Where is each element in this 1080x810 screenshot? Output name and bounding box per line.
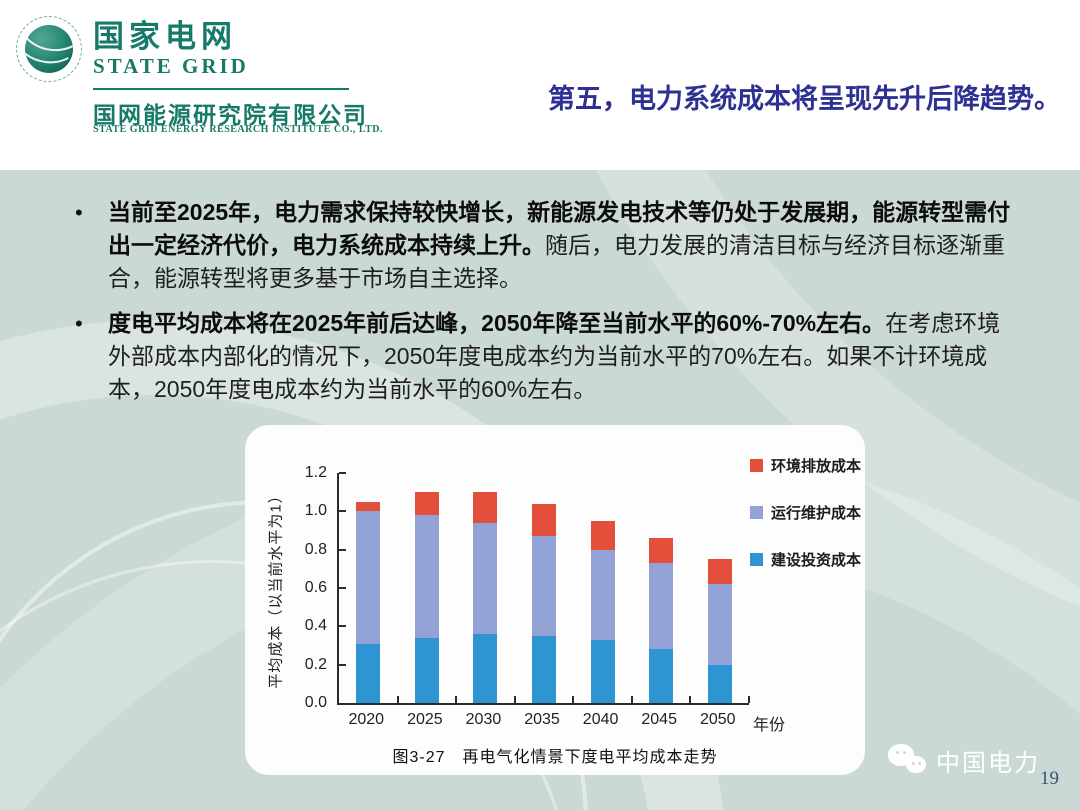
x-tick-label: 2025 [407, 711, 443, 728]
legend-item-operation: 运行维护成本 [750, 502, 861, 523]
x-labels: 2020 2025 2030 2035 2040 2045 2050 [337, 711, 747, 729]
y-tick-label: 0.6 [304, 578, 327, 596]
x-tick-label: 2045 [641, 711, 677, 728]
x-tick-label: 2035 [524, 711, 560, 728]
bar-segment [532, 635, 557, 703]
x-axis-unit-label: 年份 [753, 717, 786, 734]
legend-item-environment: 环境排放成本 [750, 455, 861, 476]
bar-segment [707, 584, 732, 665]
bullet-text-2: 度电平均成本将在2025年前后达峰，2050年降至当前水平的60%-70%左右。… [108, 307, 1023, 406]
bullet-1-bold: 当前至2025年，电力需求保持较快增长，新能源发电技术等仍处于发展期，能源转型需… [108, 199, 1011, 258]
x-tick-label: 2050 [699, 711, 736, 728]
plot-area [337, 472, 750, 705]
y-tick-label: 0.2 [304, 655, 327, 673]
bar-segment [590, 639, 615, 703]
y-tick-labels: 1.2 1.0 0.8 0.6 0.4 0.2 0.0 [283, 464, 327, 712]
bars-area [339, 472, 750, 703]
legend-item-construction: 建设投资成本 [750, 549, 861, 570]
state-grid-logo-icon [16, 16, 82, 82]
legend-swatch-blue [750, 553, 763, 566]
bar-segment [707, 664, 732, 703]
subsidiary-name-en: STATE GRID ENERGY RESEARCH INSTITUTE CO.… [93, 124, 384, 135]
bar-segment [414, 637, 439, 703]
bar-group-2040 [573, 473, 632, 703]
bullet-1-normal: 随后，电力发展的清洁目标与经济目标逐渐重合，能源转型将更多基于市场自主选择。 [108, 232, 1005, 291]
bar-group-2025 [398, 473, 457, 703]
globe-icon [25, 25, 73, 73]
legend-label: 建设投资成本 [771, 552, 862, 569]
bullet-item-2: • 度电平均成本将在2025年前后达峰，2050年降至当前水平的60%-70%左… [75, 307, 1023, 406]
y-tick-label: 1.0 [304, 502, 327, 520]
slide-title: 第五，电力系统成本将呈现先升后降趋势。 [548, 84, 1061, 114]
bar-group-2030 [456, 473, 515, 703]
x-tick-label: 2020 [348, 711, 385, 728]
bar-segment [473, 492, 498, 523]
bar-segment [414, 492, 439, 516]
bullet-list: • 当前至2025年，电力需求保持较快增长，新能源发电技术等仍处于发展期，能源转… [75, 196, 1023, 418]
logo-text: 国家电网 STATE GRID [93, 19, 373, 79]
bullet-item-1: • 当前至2025年，电力需求保持较快增长，新能源发电技术等仍处于发展期，能源转… [75, 196, 1023, 295]
bullet-marker: • [75, 311, 83, 336]
bar-segment [649, 649, 674, 703]
wechat-branding: 中国电力 [888, 742, 1040, 778]
wechat-label: 中国电力 [936, 749, 1040, 777]
bullet-marker: • [75, 200, 83, 225]
bar-segment [590, 549, 615, 640]
bar-group-2020 [339, 473, 398, 703]
page-number: 19 [1040, 768, 1059, 789]
org-name-cn: 国家电网 [93, 19, 237, 54]
bar-group-2045 [632, 473, 691, 703]
bar-segment [707, 559, 732, 585]
bar-segment [649, 538, 674, 564]
bar-segment [356, 501, 381, 512]
legend-swatch-purple [750, 506, 763, 519]
bullet-2-normal: 在考虑环境外部成本内部化的情况下，2050年度电成本约为当前水平的70%左右。如… [108, 310, 1001, 402]
subsidiary-name-cn: 国网能源研究院有限公司 [93, 102, 368, 128]
header: 国家电网 STATE GRID 国网能源研究院有限公司 STATE GRID E… [0, 0, 1080, 170]
bullet-2-bold: 度电平均成本将在2025年前后达峰，2050年降至当前水平的60%-70%左右。 [108, 310, 886, 336]
bar-segment [356, 643, 381, 703]
legend-swatch-red [750, 459, 763, 472]
bar-group-2035 [515, 473, 574, 703]
wechat-icon [888, 742, 932, 778]
x-tick-label: 2040 [582, 711, 619, 728]
y-tick-label: 0.8 [304, 540, 327, 558]
org-name-en: STATE GRID [93, 54, 249, 78]
bar-segment [473, 634, 498, 703]
bar-group-2050 [690, 473, 749, 703]
bar-segment [356, 511, 381, 644]
y-tick-label: 0.0 [304, 693, 327, 711]
chart-card: 平均成本（以当前水平为1） 1.2 1.0 0.8 0.6 0.4 0.2 0.… [245, 425, 865, 775]
bar-segment [473, 522, 498, 634]
bar-segment [532, 536, 557, 636]
logo-divider [93, 88, 349, 90]
bar-segment [590, 520, 615, 550]
chart-legend: 环境排放成本 运行维护成本 建设投资成本 [750, 455, 861, 596]
legend-label: 环境排放成本 [771, 458, 862, 475]
x-tick-label: 2030 [465, 711, 502, 728]
bullet-text-1: 当前至2025年，电力需求保持较快增长，新能源发电技术等仍处于发展期，能源转型需… [108, 196, 1023, 295]
legend-label: 运行维护成本 [771, 505, 862, 522]
bar-segment [414, 515, 439, 638]
bar-segment [649, 563, 674, 650]
y-tick-label: 0.4 [304, 617, 327, 635]
chart-caption: 图3-27 再电气化情景下度电平均成本走势 [392, 749, 718, 766]
bar-segment [532, 503, 557, 537]
y-tick-label: 1.2 [304, 464, 327, 481]
